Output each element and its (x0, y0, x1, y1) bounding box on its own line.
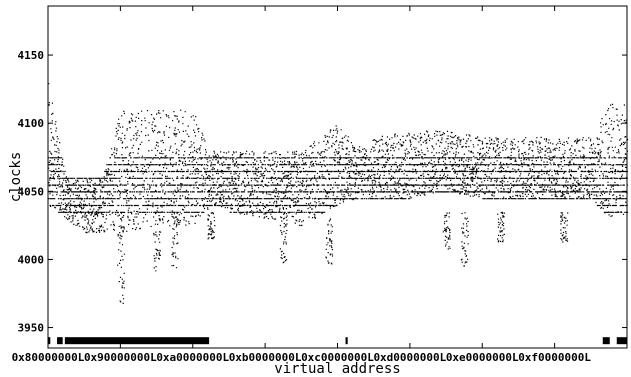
x-tick-label: 0x90000000L (84, 351, 157, 364)
y-tick-label: 4150 (18, 49, 45, 62)
bottom-marker-segment (602, 337, 610, 345)
x-axis-ticks: 0x80000000L 0x90000000L 0xa0000000L 0xb0000… (12, 6, 591, 364)
x-tick-label: 0xe0000000L (446, 351, 519, 364)
y-axis-ticks: 3950 4000 4050 4100 4150 (18, 49, 627, 335)
bottom-marker-segment (57, 337, 63, 345)
plot-frame (47, 5, 628, 349)
x-tick-label: 0xa0000000L (156, 351, 229, 364)
bottom-marker-segment (64, 337, 210, 345)
bottom-marker-segment (48, 337, 51, 345)
bottom-marker-segment (345, 337, 348, 345)
x-tick-label: 0xf0000000L (518, 351, 591, 364)
y-tick-label: 3950 (18, 322, 45, 335)
scatter-points (48, 83, 629, 304)
x-tick-label: 0xc0000000L (301, 351, 374, 364)
y-tick-label: 4000 (18, 253, 45, 266)
x-axis-label: virtual address (274, 361, 400, 377)
y-axis-label: clocks (8, 152, 24, 203)
x-tick-label: 0xb0000000L (229, 351, 302, 364)
plot-points (48, 83, 629, 345)
x-tick-label: 0x80000000L (12, 351, 85, 364)
y-tick-label: 4050 (18, 185, 45, 198)
y-tick-label: 4100 (18, 117, 45, 130)
x-tick-label: 0xd0000000L (373, 351, 446, 364)
bottom-marker-segment (616, 337, 627, 345)
